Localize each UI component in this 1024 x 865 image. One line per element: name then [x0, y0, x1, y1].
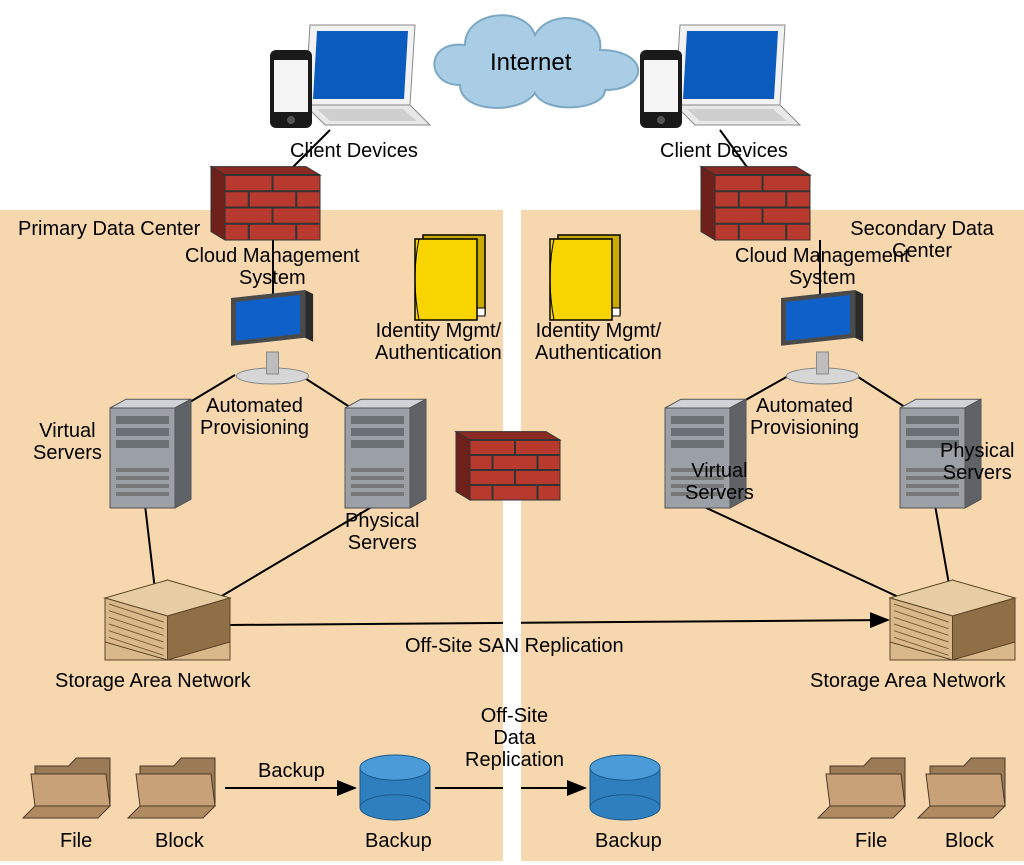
edge-vserver_left-san_left	[145, 505, 155, 590]
pserver-left-label: Physical Servers	[345, 510, 419, 554]
vserver-left-label: Virtual Servers	[33, 420, 102, 464]
physical-servers-left-icon	[345, 399, 426, 508]
identity-book-right-icon	[550, 235, 620, 320]
pserver-right-label: Physical Servers	[940, 440, 1014, 484]
virtual-servers-left-icon	[110, 399, 191, 508]
block-right-label: Block	[945, 830, 994, 852]
edge-label-14: Off-Site Data Replication	[465, 705, 564, 771]
folder-file-left-icon	[23, 758, 110, 818]
firewall-left-icon	[211, 167, 320, 240]
firewall-middle-icon	[456, 432, 560, 500]
edge-label-13: Backup	[258, 760, 325, 782]
cms-right-label: Cloud Management System	[735, 245, 910, 289]
primary-dc-title: Primary Data Center	[18, 218, 200, 240]
folder-block-right-icon	[918, 758, 1005, 818]
firewall-right-icon	[701, 167, 810, 240]
client-devices-right-icon	[640, 25, 800, 128]
auto-prov-right-label: Automated Provisioning	[750, 395, 859, 439]
san-left-icon	[105, 580, 230, 660]
block-left-label: Block	[155, 830, 204, 852]
internet-label: Internet	[490, 50, 571, 76]
client-devices-right-label: Client Devices	[660, 140, 788, 162]
san-left-label: Storage Area Network	[55, 670, 251, 692]
edge-san_left-san_right	[230, 620, 888, 625]
san-right-label: Storage Area Network	[810, 670, 1006, 692]
backup-right-label: Backup	[595, 830, 662, 852]
cms-left-label: Cloud Management System	[185, 245, 360, 289]
backup-db-right-icon	[590, 755, 660, 820]
san-right-icon	[890, 580, 1015, 660]
cms-right-icon	[781, 290, 863, 384]
client-devices-left-icon	[270, 25, 430, 128]
edge-label-12: Off-Site SAN Replication	[405, 635, 624, 657]
auto-prov-left-label: Automated Provisioning	[200, 395, 309, 439]
edge-pserver_right-san_right	[935, 505, 950, 590]
vserver-right-label: Virtual Servers	[685, 460, 754, 504]
edge-vserver_right-san_right	[700, 505, 905, 600]
backup-db-left-icon	[360, 755, 430, 820]
client-devices-left-label: Client Devices	[290, 140, 418, 162]
folder-file-right-icon	[818, 758, 905, 818]
identity-right-label: Identity Mgmt/ Authentication	[535, 320, 662, 364]
identity-left-label: Identity Mgmt/ Authentication	[375, 320, 502, 364]
folder-block-left-icon	[128, 758, 215, 818]
cms-left-icon	[231, 290, 313, 384]
identity-book-left-icon	[415, 235, 485, 320]
file-left-label: File	[60, 830, 92, 852]
backup-left-label: Backup	[365, 830, 432, 852]
file-right-label: File	[855, 830, 887, 852]
